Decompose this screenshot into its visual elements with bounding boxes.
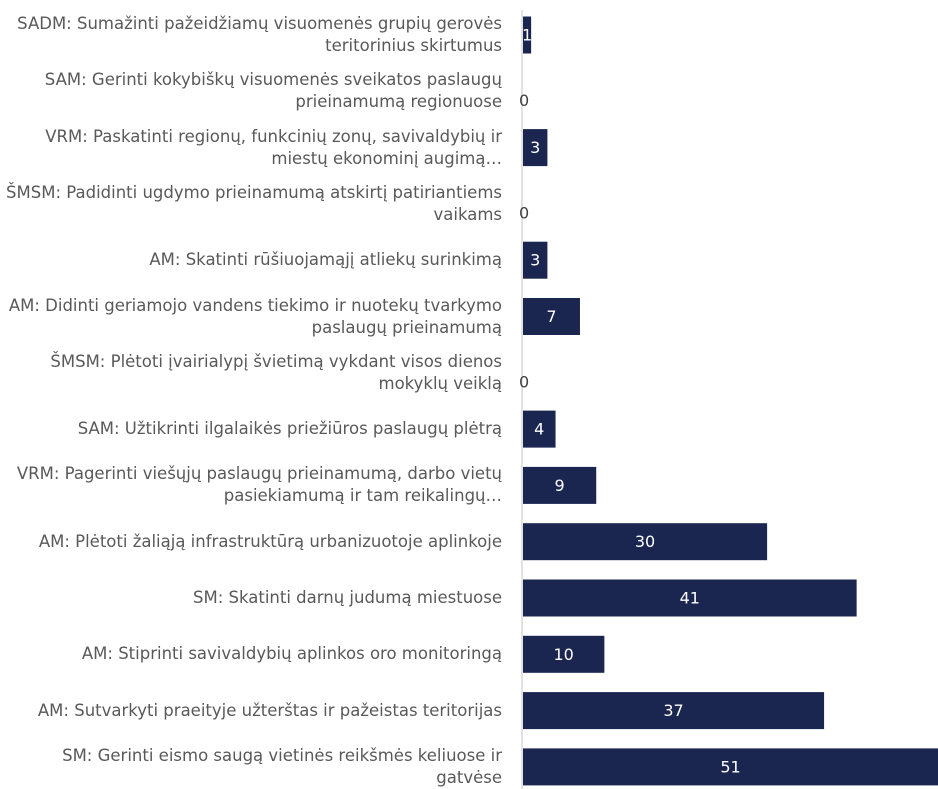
value-label: 7 bbox=[546, 307, 556, 326]
value-label: 10 bbox=[554, 645, 574, 664]
bar bbox=[523, 241, 548, 279]
category-label: VRM: Paskatinti regionų, funkcinių zonų,… bbox=[0, 118, 502, 178]
value-label: 37 bbox=[663, 701, 683, 720]
category-label: AM: Skatinti rūšiuojamąjį atliekų surink… bbox=[0, 230, 502, 290]
category-label: AM: Sutvarkyti praeityje užterštas ir pa… bbox=[0, 681, 502, 741]
category-label: AM: Didinti geriamojo vandens tiekimo ir… bbox=[0, 287, 502, 347]
category-text: AM: Plėtoti žaliąją infrastruktūrą urban… bbox=[38, 531, 502, 551]
category-text: VRM: Pagerinti viešųjų paslaugų prieinam… bbox=[16, 464, 502, 506]
category-label: ŠMSM: Plėtoti įvairialypį švietimą vykda… bbox=[0, 343, 502, 403]
category-text: SM: Skatinti darnų judumą miestuose bbox=[193, 588, 502, 607]
category-label: SAM: Užtikrinti ilgalaikės priežiūros pa… bbox=[0, 399, 502, 459]
category-text: VRM: Paskatinti regionų, funkcinių zonų,… bbox=[45, 126, 502, 168]
value-label: 1 bbox=[522, 26, 532, 45]
category-text: SM: Gerinti eismo saugą vietinės reikšmė… bbox=[62, 745, 502, 787]
category-label: AM: Plėtoti žaliąją infrastruktūrą urban… bbox=[0, 512, 502, 572]
category-label: SM: Skatinti darnų judumą miestuose bbox=[0, 568, 502, 628]
bar bbox=[523, 298, 580, 335]
value-label: 0 bbox=[519, 203, 529, 222]
category-text: AM: Stiprinti savivaldybių aplinkos oro … bbox=[81, 644, 502, 664]
category-label: SAM: Gerinti kokybiškų visuomenės sveika… bbox=[0, 61, 502, 121]
value-label: 0 bbox=[519, 91, 529, 110]
bar bbox=[523, 129, 548, 167]
category-text: AM: Sutvarkyti praeityje užterštas ir pa… bbox=[37, 700, 502, 720]
value-label: 0 bbox=[519, 372, 529, 391]
bar bbox=[523, 692, 825, 730]
bar bbox=[523, 748, 938, 786]
bar bbox=[523, 466, 597, 504]
value-label: 3 bbox=[530, 138, 540, 157]
value-label: 9 bbox=[555, 476, 565, 495]
value-label: 51 bbox=[720, 757, 740, 776]
category-label: AM: Stiprinti savivaldybių aplinkos oro … bbox=[0, 624, 502, 684]
category-text: AM: Skatinti rūšiuojamąjį atliekų surink… bbox=[149, 250, 502, 270]
bar bbox=[523, 635, 605, 673]
category-label: VRM: Pagerinti viešųjų paslaugų prieinam… bbox=[0, 455, 502, 515]
category-label: SM: Gerinti eismo saugą vietinės reikšmė… bbox=[0, 737, 502, 789]
value-label: 30 bbox=[635, 532, 655, 551]
category-text: ŠMSM: Plėtoti įvairialypį švietimą vykda… bbox=[50, 351, 502, 393]
bar bbox=[523, 16, 532, 54]
value-label: 3 bbox=[530, 251, 540, 270]
bar bbox=[523, 410, 556, 448]
value-label: 4 bbox=[534, 420, 544, 439]
category-text: AM: Didinti geriamojo vandens tiekimo ir… bbox=[8, 295, 502, 337]
bar bbox=[523, 579, 857, 617]
value-label: 41 bbox=[680, 589, 700, 608]
category-text: SADM: Sumažinti pažeidžiamų visuomenės g… bbox=[17, 14, 502, 55]
category-label: ŠMSM: Padidinti ugdymo prieinamumą atski… bbox=[0, 174, 502, 234]
category-text: SAM: Gerinti kokybiškų visuomenės sveika… bbox=[44, 70, 502, 112]
category-label: SADM: Sumažinti pažeidžiamų visuomenės g… bbox=[0, 5, 502, 65]
category-text: ŠMSM: Padidinti ugdymo prieinamumą atski… bbox=[6, 182, 502, 224]
category-text: SAM: Užtikrinti ilgalaikės priežiūros pa… bbox=[77, 419, 502, 439]
bar bbox=[523, 523, 768, 561]
